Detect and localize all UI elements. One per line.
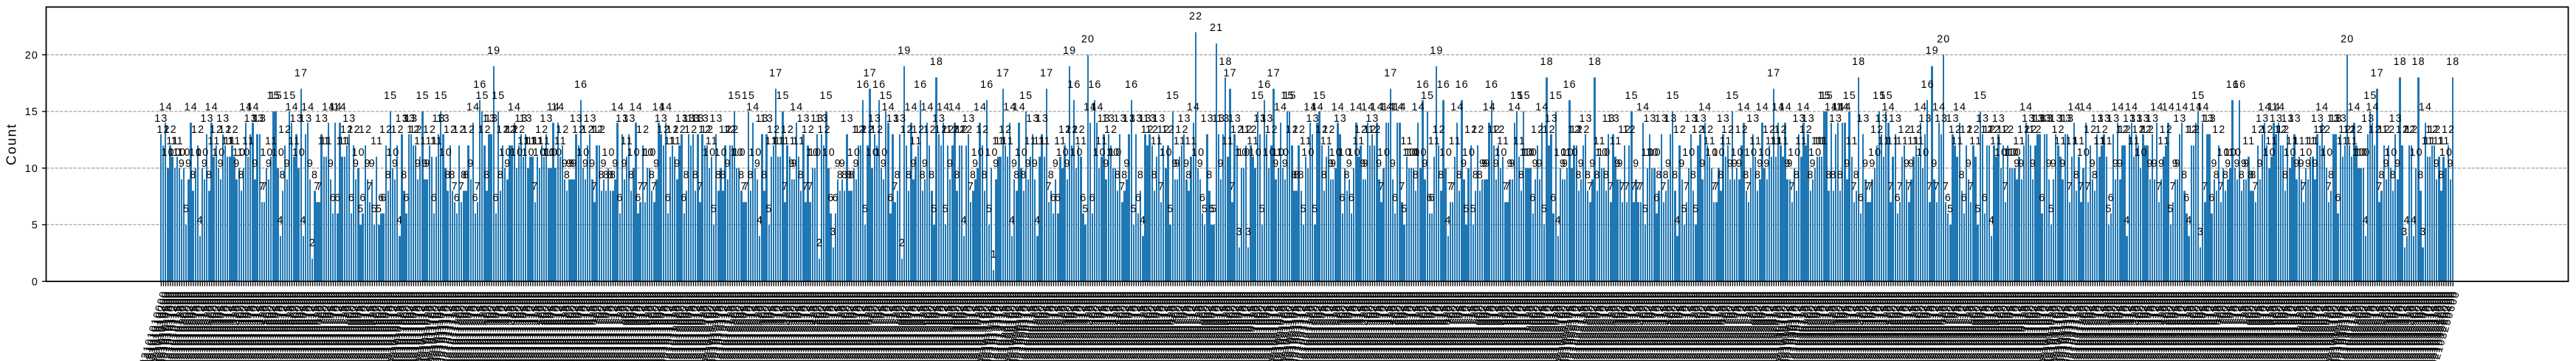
svg-text:Count: Count [4,123,19,165]
svg-text:5: 5 [32,220,38,232]
svg-text:20: 20 [25,49,38,61]
svg-text:15: 15 [25,106,38,118]
svg-text:0: 0 [32,276,38,288]
svg-text:10: 10 [25,163,38,175]
